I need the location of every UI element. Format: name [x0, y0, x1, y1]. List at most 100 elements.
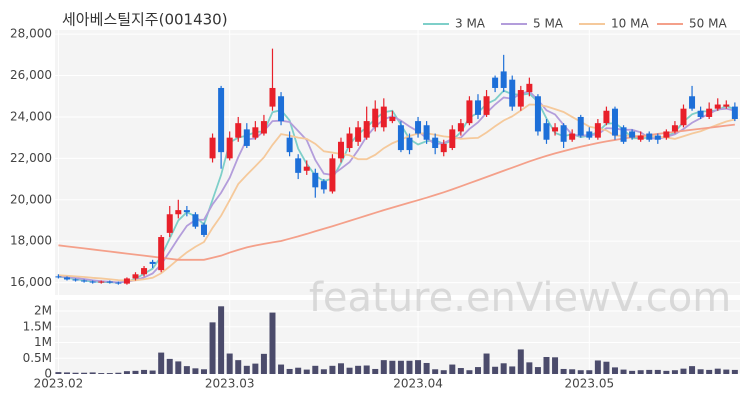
volume-bar	[63, 372, 70, 374]
volume-bar	[483, 353, 490, 374]
volume-bar	[586, 370, 593, 374]
volume-bar	[517, 349, 524, 374]
candle-body	[406, 137, 413, 151]
volume-bar	[89, 372, 96, 374]
candle-body	[663, 131, 670, 138]
candle-body	[569, 133, 576, 140]
volume-bar	[312, 365, 319, 374]
volume-bar	[637, 370, 644, 374]
candle-body	[466, 100, 473, 124]
candle-body	[303, 166, 310, 171]
volume-bar	[141, 369, 148, 374]
volume-bar	[200, 369, 207, 374]
volume-bar	[218, 306, 225, 374]
volume-bar	[731, 369, 738, 374]
candle-body	[517, 90, 524, 107]
candle-body	[697, 110, 704, 117]
price-panel	[55, 30, 740, 295]
candle-body	[209, 137, 216, 159]
candle-body	[415, 121, 422, 134]
candle-body	[509, 79, 516, 107]
candle-body	[363, 121, 370, 138]
y-tick-label: 18,000	[10, 234, 52, 248]
volume-bar	[500, 363, 507, 374]
volume-bar	[183, 366, 190, 374]
volume-bar	[629, 370, 636, 374]
volume-bar	[243, 365, 250, 374]
volume-bar	[680, 368, 687, 374]
volume-bar	[192, 368, 199, 374]
volume-bar	[295, 367, 302, 374]
volume-bar	[646, 369, 653, 374]
volume-bar	[106, 373, 113, 374]
candle-body	[295, 158, 302, 173]
volume-bar	[158, 352, 165, 374]
candle-body	[397, 125, 404, 151]
candle-body	[646, 133, 653, 140]
candle-body	[320, 181, 327, 190]
volume-bar	[269, 312, 276, 374]
volume-bar	[492, 366, 499, 374]
volume-bar	[423, 362, 430, 374]
x-tick-label: 2023.02	[34, 377, 84, 391]
legend-label: 10 MA	[611, 17, 649, 31]
volume-bar	[560, 368, 567, 374]
candle-body	[474, 100, 481, 115]
candle-body	[81, 280, 88, 282]
candle-body	[269, 87, 276, 107]
volume-bar	[654, 369, 661, 374]
candle-body	[55, 276, 62, 278]
candle-body	[689, 96, 696, 109]
volume-bar	[252, 363, 259, 374]
y-tick-label: 16,000	[10, 275, 52, 289]
candle-body	[106, 281, 113, 283]
candle-body	[423, 125, 430, 140]
watermark: feature.enViewV.com	[309, 275, 731, 321]
y-tick-label: 2M	[34, 304, 52, 318]
volume-bar	[663, 370, 670, 374]
candle-body	[594, 123, 601, 138]
candle-body	[329, 158, 336, 192]
volume-bar	[72, 372, 79, 374]
candle-body	[492, 77, 499, 88]
candle-body	[278, 96, 285, 122]
candle-body	[671, 125, 678, 132]
candle-body	[637, 135, 644, 140]
volume-bar	[346, 367, 353, 374]
candle-body	[175, 210, 182, 215]
volume-bar	[415, 360, 422, 374]
candle-body	[226, 137, 233, 159]
volume-bar	[329, 365, 336, 374]
volume-bar	[440, 370, 447, 374]
volume-bar	[534, 367, 541, 374]
candle-body	[183, 210, 190, 213]
candle-body	[731, 106, 738, 120]
candle-body	[243, 129, 250, 146]
legend-label: 50 MA	[689, 17, 727, 31]
volume-bar	[714, 368, 721, 374]
volume-bar	[98, 373, 105, 374]
candle-body	[723, 104, 730, 107]
chart-title: 세아베스틸지주(001430)	[62, 11, 228, 29]
y-tick-label: 22,000	[10, 151, 52, 165]
volume-bar	[406, 360, 413, 374]
candle-body	[526, 83, 533, 93]
candle-body	[141, 268, 148, 275]
volume-bar	[577, 370, 584, 374]
candle-body	[166, 214, 173, 233]
candle-body	[380, 106, 387, 128]
x-tick-label: 2023.04	[393, 377, 443, 391]
volume-bar	[278, 364, 285, 374]
y-tick-label: 0	[44, 367, 52, 381]
candle-body	[714, 104, 721, 109]
volume-bar	[380, 360, 387, 374]
volume-bar	[671, 370, 678, 374]
volume-bar	[594, 360, 601, 374]
volume-bar	[457, 368, 464, 374]
y-tick-label: 0.5M	[23, 351, 52, 365]
volume-bar	[132, 370, 139, 374]
volume-bar	[355, 365, 362, 374]
candle-body	[312, 172, 319, 188]
volume-bar	[474, 367, 481, 374]
